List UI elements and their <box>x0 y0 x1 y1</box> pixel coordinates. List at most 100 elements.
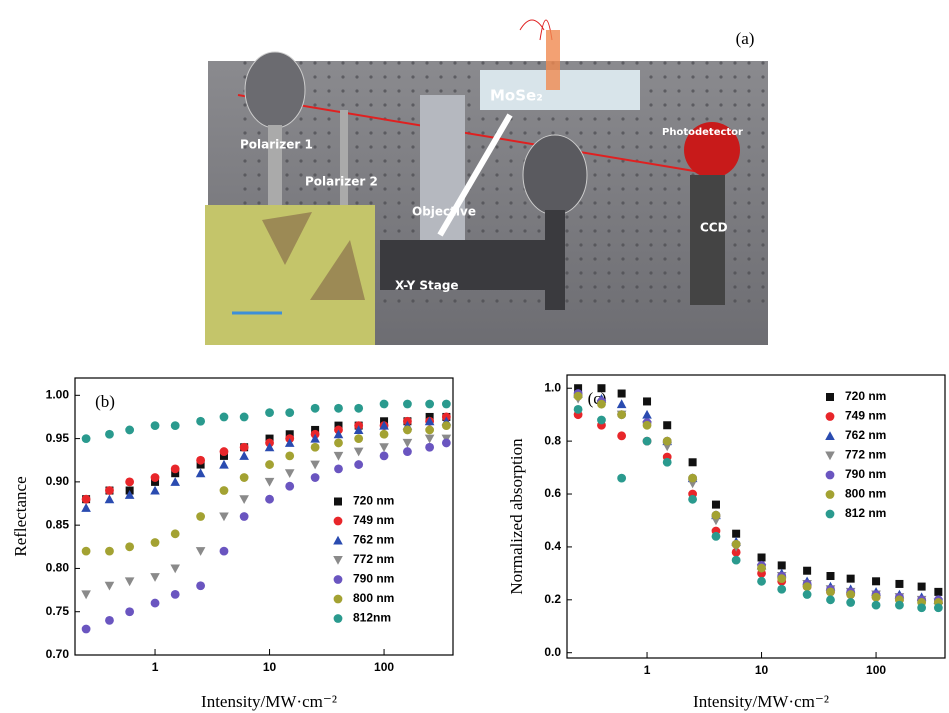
point <box>688 474 697 483</box>
post <box>340 110 348 220</box>
legend-label: 772 nm <box>845 448 886 462</box>
point <box>847 575 855 583</box>
point <box>239 495 249 504</box>
point <box>171 529 180 538</box>
point <box>403 426 412 435</box>
point <box>643 421 652 430</box>
point <box>151 421 160 430</box>
point <box>574 405 583 414</box>
x-tick-label: 1 <box>152 660 159 674</box>
point <box>125 607 134 616</box>
point <box>196 512 205 521</box>
point <box>826 572 834 580</box>
point <box>403 400 412 409</box>
post <box>545 210 565 310</box>
legend-symbol <box>334 498 342 506</box>
point <box>310 461 320 470</box>
point <box>196 547 206 556</box>
point <box>170 477 180 486</box>
point <box>82 547 91 556</box>
point <box>265 460 274 469</box>
point <box>777 574 786 583</box>
point <box>934 588 942 596</box>
point <box>196 468 206 477</box>
x-axis-label: Intensity/MW·cm⁻² <box>201 692 337 711</box>
point <box>82 625 91 634</box>
point <box>597 416 606 425</box>
lens-mount <box>523 135 587 215</box>
legend-symbol <box>826 412 835 421</box>
legend-symbol <box>825 452 835 461</box>
legend-label: 800 nm <box>353 591 394 605</box>
point <box>442 421 451 430</box>
point <box>105 494 115 503</box>
panel-a-photo: (a) MoSe₂ Photodetector Polarizer 1 Pola… <box>205 20 768 345</box>
point <box>425 443 434 452</box>
point <box>240 512 249 521</box>
point <box>826 587 835 596</box>
y-tick-label: 1.00 <box>46 387 70 401</box>
point <box>219 513 229 522</box>
point <box>757 577 766 586</box>
point <box>125 577 135 586</box>
x-tick-label: 10 <box>755 663 769 677</box>
point <box>105 486 114 495</box>
point <box>354 460 363 469</box>
point <box>240 413 249 422</box>
point <box>240 443 249 452</box>
legend-symbol <box>333 556 343 565</box>
y-tick-label: 0.4 <box>544 539 561 553</box>
point <box>803 567 811 575</box>
legend-symbol <box>334 575 343 584</box>
point <box>872 577 880 585</box>
point <box>917 603 926 612</box>
y-tick-label: 0.95 <box>46 431 70 445</box>
legend-symbol <box>334 595 343 604</box>
point <box>334 464 343 473</box>
point <box>125 542 134 551</box>
legend-symbol <box>826 471 835 480</box>
y-tick-label: 0.6 <box>544 486 561 500</box>
point <box>846 590 855 599</box>
point <box>105 616 114 625</box>
point <box>617 431 626 440</box>
legend-label: 800 nm <box>845 487 886 501</box>
point <box>918 583 926 591</box>
polarizer-1 <box>245 52 305 128</box>
point <box>872 593 881 602</box>
point <box>105 582 115 591</box>
y-tick-label: 0.80 <box>46 561 70 575</box>
point <box>712 511 721 520</box>
point <box>81 503 91 512</box>
point <box>105 547 114 556</box>
point <box>380 430 389 439</box>
beam-inset <box>546 30 560 90</box>
y-tick-label: 0.70 <box>46 647 70 661</box>
point <box>354 404 363 413</box>
point <box>354 434 363 443</box>
callout: Photodetector <box>662 127 743 138</box>
point <box>712 532 721 541</box>
x-tick-label: 1 <box>644 663 651 677</box>
point <box>758 553 766 561</box>
point <box>617 399 627 408</box>
point <box>334 404 343 413</box>
point <box>220 413 229 422</box>
legend-label: 762 nm <box>353 533 394 547</box>
legend-symbol <box>826 490 835 499</box>
point <box>220 547 229 556</box>
point <box>265 495 274 504</box>
legend-label: 812nm <box>353 611 391 625</box>
legend-label: 720 nm <box>353 494 394 508</box>
point <box>597 384 605 392</box>
legend-symbol <box>334 517 343 526</box>
point <box>311 404 320 413</box>
point <box>617 474 626 483</box>
x-tick-label: 100 <box>866 663 886 677</box>
point <box>712 501 720 509</box>
point <box>403 447 412 456</box>
y-tick-label: 0.8 <box>544 433 561 447</box>
point <box>642 410 652 419</box>
point <box>663 437 672 446</box>
point <box>777 585 786 594</box>
